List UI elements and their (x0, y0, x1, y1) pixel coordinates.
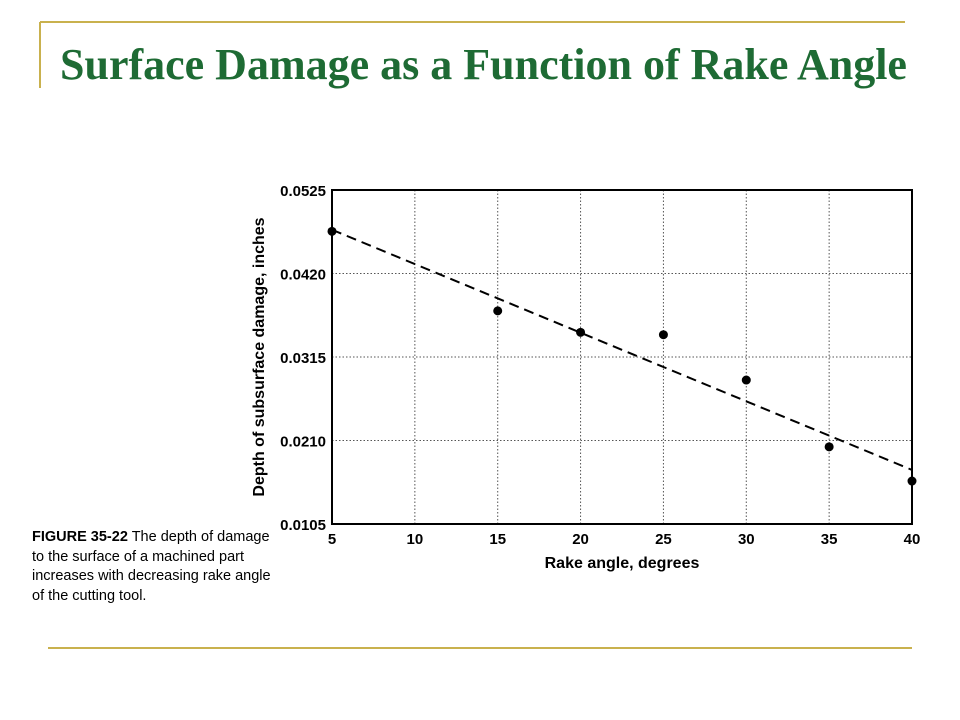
y-tick-label: 0.0105 (280, 517, 326, 534)
x-tick-label: 15 (489, 531, 506, 548)
y-tick-label: 0.0525 (280, 183, 326, 200)
data-point (576, 327, 586, 337)
trend-line (331, 228, 913, 471)
x-tick-label: 5 (328, 531, 336, 548)
y-tick-label: 0.0210 (280, 434, 326, 451)
caption-text: The depth of damage to the surface of a … (32, 529, 271, 604)
x-tick-label: 25 (655, 531, 672, 548)
x-tick-label: 20 (572, 531, 589, 548)
caption: FIGURE 35-22 The depth of damage to the … (32, 528, 282, 606)
data-point (327, 226, 337, 236)
data-point (658, 330, 668, 340)
x-tick-label: 30 (738, 531, 755, 548)
y-tick-label: 0.0315 (280, 350, 326, 367)
y-tick-label: 0.0420 (280, 267, 326, 284)
x-tick-label: 40 (904, 531, 921, 548)
data-point (741, 375, 751, 385)
caption-label: FIGURE 35-22 (32, 529, 128, 545)
data-point (824, 442, 834, 452)
x-axis-label: Rake angle, degrees (545, 555, 700, 572)
data-point (907, 476, 917, 486)
chart-title: Surface Damage as a Function of Rake Ang… (60, 40, 907, 89)
y-axis-label: Depth of subsurface damage, inches (251, 217, 268, 496)
x-tick-label: 35 (821, 531, 838, 548)
plot-frame (331, 189, 913, 525)
plot: 0.0105 0.0210 0.0315 0.0420 0.0525 5 10 15 20 25 3… (251, 183, 920, 572)
x-tick-label: 10 (407, 531, 424, 548)
data-point (493, 306, 503, 316)
